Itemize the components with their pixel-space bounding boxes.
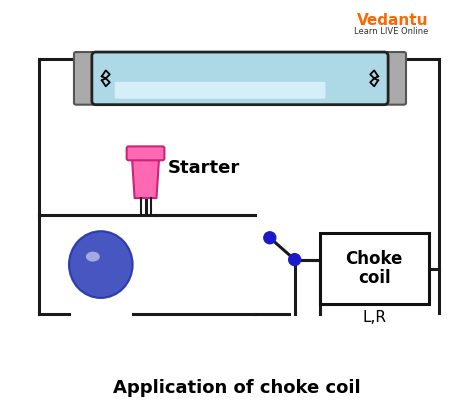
Polygon shape: [132, 152, 159, 198]
Text: Choke: Choke: [346, 249, 403, 268]
FancyBboxPatch shape: [380, 52, 406, 104]
FancyBboxPatch shape: [92, 52, 388, 104]
Bar: [319, 233, 429, 304]
Text: Starter: Starter: [167, 159, 240, 177]
Circle shape: [264, 232, 276, 244]
FancyBboxPatch shape: [127, 146, 164, 160]
Text: Application of choke coil: Application of choke coil: [113, 379, 361, 397]
FancyBboxPatch shape: [115, 82, 326, 99]
Text: Learn LIVE Online: Learn LIVE Online: [355, 27, 429, 36]
FancyBboxPatch shape: [74, 52, 100, 104]
Text: Vedantu: Vedantu: [357, 13, 429, 28]
Text: coil: coil: [358, 269, 391, 288]
Ellipse shape: [86, 252, 100, 262]
Text: L,R: L,R: [362, 310, 386, 325]
Ellipse shape: [69, 231, 133, 298]
Circle shape: [289, 254, 301, 266]
